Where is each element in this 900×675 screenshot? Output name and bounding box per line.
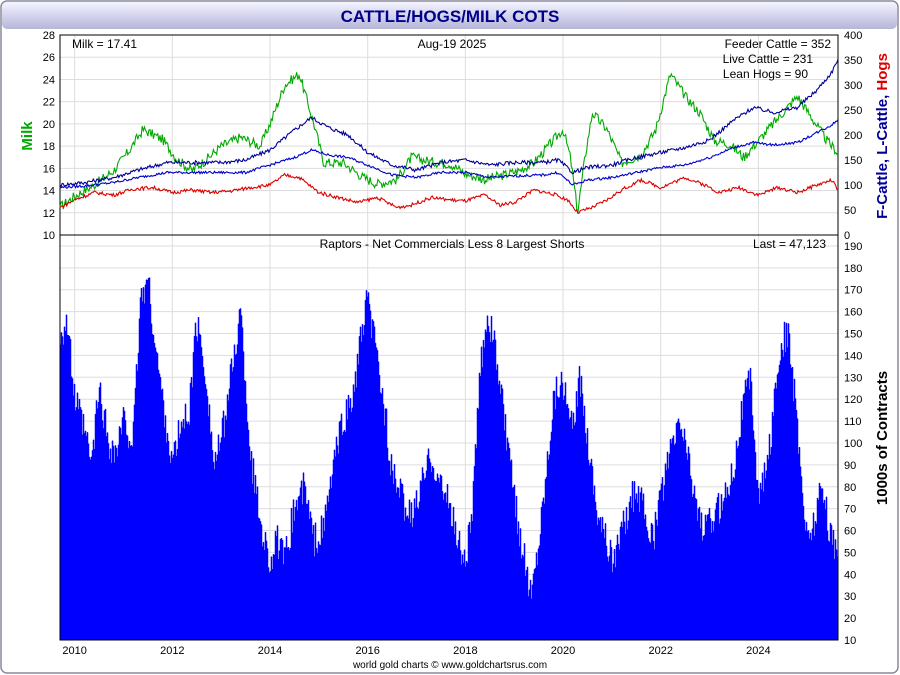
contracts-axis-title: 1000s of Contracts bbox=[874, 371, 891, 505]
bottom-panel: 10 20 30 40 50 60 70 80 90 100 110 120 130 140 150 160 1… bbox=[59, 234, 891, 647]
last-value-label: Last = 47,123 bbox=[753, 237, 826, 251]
milk-axis-ticks: 10 12 14 16 18 20 22 24 26 28 bbox=[43, 30, 55, 242]
feeder-cattle-label: Feeder Cattle = 352 bbox=[725, 37, 832, 51]
contracts-tick-label: 190 bbox=[844, 241, 862, 253]
milk-tick-label: 26 bbox=[43, 52, 55, 64]
bottom-plot-border bbox=[59, 234, 839, 641]
lean-hogs-label: Lean Hogs = 90 bbox=[723, 67, 808, 81]
cattle-hogs-tick-label: 300 bbox=[844, 80, 862, 92]
hogs-axis-title: Hogs bbox=[874, 53, 891, 91]
series-line-milk bbox=[59, 72, 839, 214]
contracts-tick-label: 120 bbox=[844, 394, 862, 406]
live-cattle-label: Live Cattle = 231 bbox=[723, 52, 814, 66]
contracts-tick-label: 170 bbox=[844, 285, 862, 297]
footer-credit: world gold charts © www.goldchartsrus.co… bbox=[352, 660, 547, 671]
contracts-tick-label: 40 bbox=[844, 569, 856, 581]
milk-tick-label: 20 bbox=[43, 119, 55, 131]
x-tick-label: 2014 bbox=[258, 645, 282, 657]
contracts-bars bbox=[59, 277, 839, 641]
milk-tick-label: 14 bbox=[43, 186, 55, 198]
milk-tick-label: 10 bbox=[43, 230, 55, 242]
contracts-tick-label: 140 bbox=[844, 350, 862, 362]
cattle-hogs-tick-label: 0 bbox=[844, 230, 850, 242]
x-axis-ticks: 2010 2012 2014 2016 2018 2020 2022 2024 bbox=[62, 645, 770, 657]
series-line-feeder-cattle bbox=[59, 58, 839, 188]
series-line-live-cattle bbox=[59, 119, 839, 189]
contracts-tick-label: 20 bbox=[844, 613, 856, 625]
contracts-tick-label: 180 bbox=[844, 263, 862, 275]
contracts-tick-label: 100 bbox=[844, 438, 862, 450]
feeder-cattle-axis-title: F-Cattle, bbox=[874, 155, 891, 219]
milk-tick-label: 28 bbox=[43, 30, 55, 42]
cattle-hogs-axis-title: F-Cattle, L-Cattle, Hogs bbox=[874, 53, 891, 219]
series-line-lean-hogs bbox=[59, 172, 839, 214]
milk-value-label: Milk = 17.41 bbox=[72, 37, 137, 51]
live-cattle-axis-title: L-Cattle, bbox=[874, 91, 891, 155]
x-tick-label: 2010 bbox=[62, 645, 86, 657]
contracts-tick-label: 130 bbox=[844, 372, 862, 384]
contracts-tick-label: 80 bbox=[844, 482, 856, 494]
contracts-tick-label: 50 bbox=[844, 547, 856, 559]
contracts-tick-label: 70 bbox=[844, 504, 856, 516]
cattle-hogs-tick-label: 200 bbox=[844, 130, 862, 142]
cattle-hogs-tick-label: 350 bbox=[844, 55, 862, 67]
contracts-tick-label: 10 bbox=[844, 635, 856, 647]
x-tick-label: 2020 bbox=[551, 645, 575, 657]
x-tick-label: 2012 bbox=[160, 645, 184, 657]
cattle-hogs-axis-ticks: 0 50 100 150 200 250 300 350 400 bbox=[844, 30, 862, 242]
milk-tick-label: 24 bbox=[43, 74, 55, 86]
contracts-tick-label: 30 bbox=[844, 591, 856, 603]
milk-tick-label: 16 bbox=[43, 163, 55, 175]
title-bar bbox=[2, 2, 897, 29]
milk-axis-title: Milk bbox=[19, 121, 36, 151]
milk-tick-label: 22 bbox=[43, 97, 55, 109]
price-lines bbox=[59, 58, 839, 214]
milk-tick-label: 18 bbox=[43, 141, 55, 153]
cattle-hogs-tick-label: 150 bbox=[844, 155, 862, 167]
chart-title: CATTLE/HOGS/MILK COTS bbox=[341, 7, 560, 26]
x-tick-label: 2024 bbox=[746, 645, 770, 657]
cattle-hogs-tick-label: 50 bbox=[844, 205, 856, 217]
bottom-panel-title: Raptors - Net Commercials Less 8 Largest… bbox=[320, 237, 585, 251]
contracts-tick-label: 150 bbox=[844, 329, 862, 341]
x-tick-label: 2016 bbox=[355, 645, 379, 657]
contracts-tick-label: 90 bbox=[844, 460, 856, 472]
cattle-hogs-tick-label: 100 bbox=[844, 180, 862, 192]
x-tick-label: 2018 bbox=[453, 645, 477, 657]
cattle-hogs-tick-label: 400 bbox=[844, 30, 862, 42]
milk-tick-label: 12 bbox=[43, 208, 55, 220]
date-label: Aug-19 2025 bbox=[418, 37, 487, 51]
contracts-tick-label: 110 bbox=[844, 416, 862, 428]
contracts-tick-label: 160 bbox=[844, 307, 862, 319]
cattle-hogs-tick-label: 250 bbox=[844, 105, 862, 117]
x-tick-label: 2022 bbox=[648, 645, 672, 657]
contracts-tick-label: 60 bbox=[844, 526, 856, 538]
contracts-axis-ticks: 10 20 30 40 50 60 70 80 90 100 110 120 130 140 150 160 1… bbox=[844, 241, 862, 647]
